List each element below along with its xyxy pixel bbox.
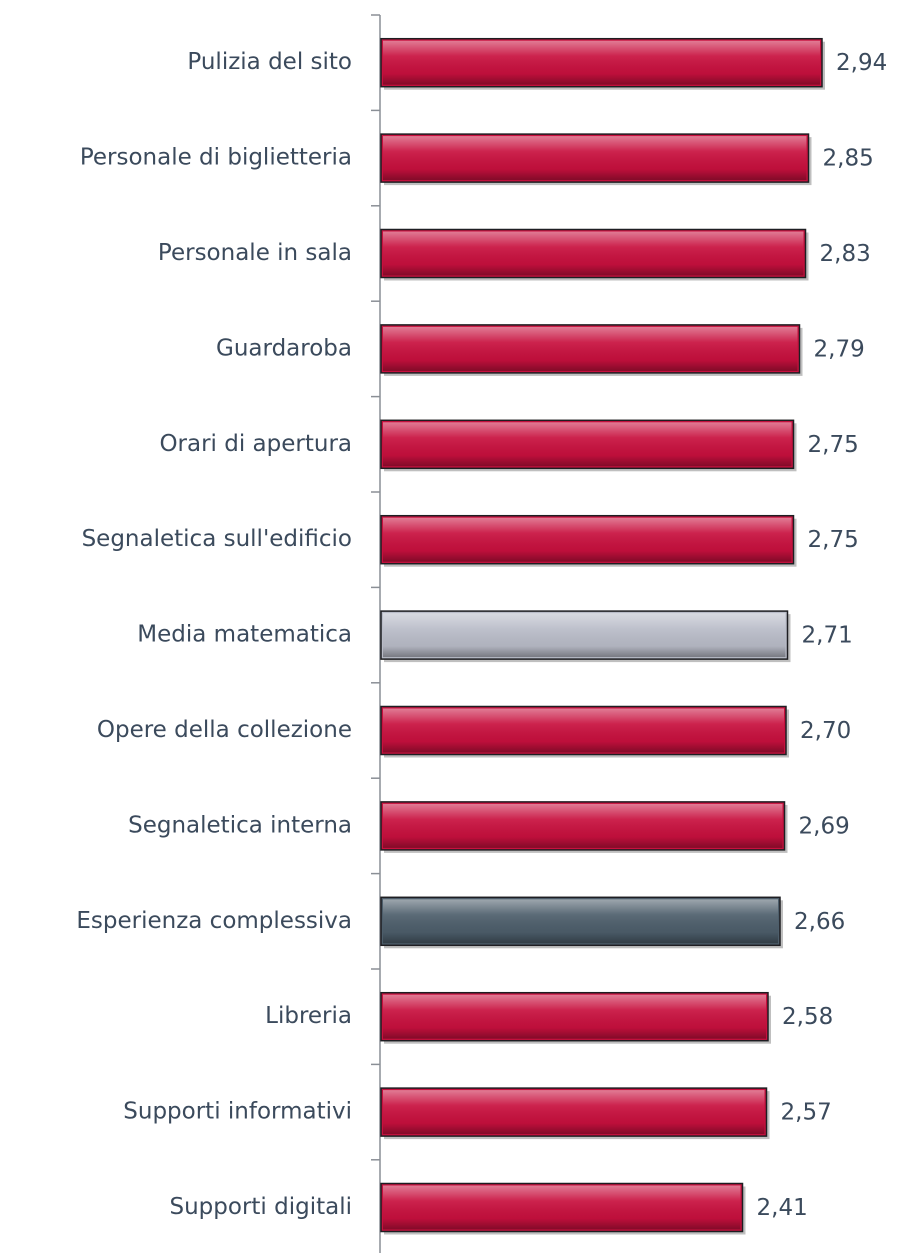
category-label: Supporti digitali	[170, 1194, 353, 1220]
bar-highlight	[383, 994, 766, 1039]
bar-highlight	[383, 613, 786, 658]
category-label: Esperienza complessiva	[76, 908, 352, 934]
bar-highlight	[383, 422, 792, 467]
value-label: 2,83	[820, 241, 871, 267]
value-label: 2,57	[781, 1100, 832, 1126]
value-label: 2,71	[802, 623, 853, 649]
category-label: Segnaletica interna	[128, 812, 352, 838]
value-label: 2,66	[794, 909, 845, 935]
bar-highlight	[383, 803, 783, 848]
category-label: Opere della collezione	[97, 717, 352, 743]
category-label: Guardaroba	[216, 335, 352, 361]
bar-highlight	[383, 231, 804, 276]
value-label: 2,70	[800, 718, 851, 744]
bar-highlight	[383, 1185, 741, 1230]
bar-highlight	[383, 708, 784, 753]
value-label: 2,75	[808, 432, 859, 458]
category-label: Orari di apertura	[159, 431, 352, 457]
value-label: 2,94	[836, 50, 887, 76]
value-label: 2,58	[782, 1004, 833, 1030]
value-label: 2,41	[757, 1195, 808, 1221]
value-label: 2,85	[823, 146, 874, 172]
category-label: Segnaletica sull'edificio	[82, 526, 352, 552]
bar-highlight	[383, 1090, 765, 1135]
category-label: Media matematica	[137, 622, 352, 648]
bar-highlight	[383, 136, 807, 181]
value-label: 2,79	[814, 336, 865, 362]
bar-highlight	[383, 40, 820, 85]
category-label: Pulizia del sito	[187, 49, 352, 75]
value-label: 2,69	[799, 813, 850, 839]
category-label: Libreria	[265, 1003, 352, 1029]
bar-highlight	[383, 899, 778, 944]
value-label: 2,75	[808, 527, 859, 553]
category-label: Supporti informativi	[123, 1099, 352, 1125]
category-label: Personale di biglietteria	[80, 145, 352, 171]
bar-highlight	[383, 517, 792, 562]
category-label: Personale in sala	[158, 240, 352, 266]
bar-highlight	[383, 326, 798, 371]
